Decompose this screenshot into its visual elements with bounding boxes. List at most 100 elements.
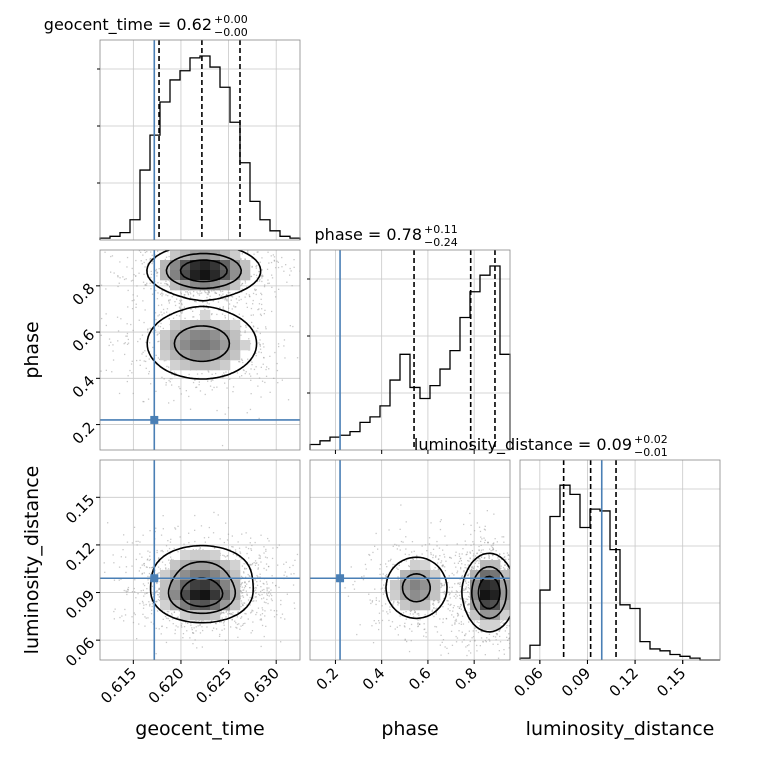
sample-point bbox=[458, 555, 461, 557]
sample-point bbox=[418, 614, 420, 616]
sample-point bbox=[245, 326, 247, 328]
sample-point bbox=[497, 557, 499, 559]
sample-point bbox=[168, 620, 171, 622]
sample-point bbox=[286, 593, 288, 595]
sample-point bbox=[233, 246, 234, 247]
sample-point bbox=[244, 585, 246, 587]
sample-point bbox=[169, 299, 171, 301]
sample-point bbox=[378, 628, 380, 631]
sample-point bbox=[480, 630, 482, 633]
sample-point bbox=[501, 621, 503, 623]
sample-point bbox=[150, 613, 153, 615]
sample-point bbox=[263, 583, 265, 585]
sample-point bbox=[151, 262, 153, 265]
sample-point bbox=[144, 350, 146, 352]
sample-point bbox=[286, 575, 288, 577]
hist-panel-phase: phase = 0.78 +0.11−0.24 bbox=[307, 223, 511, 451]
sample-point bbox=[213, 547, 216, 549]
sample-point bbox=[143, 321, 145, 324]
sample-point bbox=[168, 611, 170, 613]
sample-point bbox=[437, 569, 440, 571]
sample-point bbox=[110, 341, 112, 343]
sample-point bbox=[436, 607, 438, 609]
sample-point bbox=[144, 251, 146, 254]
sample-point bbox=[241, 592, 243, 594]
sample-point bbox=[238, 547, 241, 549]
sample-point bbox=[356, 633, 358, 636]
sample-point bbox=[455, 551, 457, 553]
sample-point bbox=[458, 622, 460, 625]
sample-point bbox=[178, 386, 180, 388]
sample-point bbox=[252, 303, 254, 305]
sample-point bbox=[227, 296, 229, 298]
sample-point bbox=[191, 244, 192, 245]
sample-point bbox=[164, 564, 166, 566]
density-cell bbox=[180, 340, 191, 351]
sample-point bbox=[244, 582, 246, 584]
sample-point bbox=[359, 624, 361, 626]
sample-point bbox=[175, 223, 176, 224]
sample-point bbox=[158, 596, 160, 598]
sample-point bbox=[447, 652, 450, 655]
sample-point bbox=[513, 586, 514, 587]
sample-point bbox=[250, 632, 252, 634]
sample-point bbox=[142, 300, 144, 302]
sample-point bbox=[177, 525, 179, 527]
sample-point bbox=[149, 576, 151, 578]
sample-point bbox=[262, 363, 264, 365]
sample-point bbox=[468, 614, 470, 616]
sample-point bbox=[191, 247, 192, 248]
panel-frame bbox=[99, 459, 301, 661]
sample-point bbox=[479, 645, 481, 647]
sample-point bbox=[445, 560, 447, 562]
sample-point bbox=[460, 560, 462, 562]
density-cell bbox=[180, 590, 191, 601]
sample-point bbox=[260, 645, 262, 648]
sample-point bbox=[249, 575, 251, 577]
sample-point bbox=[197, 625, 199, 627]
sample-point bbox=[462, 623, 465, 625]
sample-point bbox=[503, 556, 505, 559]
sample-point bbox=[257, 251, 259, 253]
sample-point bbox=[441, 641, 443, 643]
sample-point bbox=[227, 292, 229, 294]
sample-point bbox=[94, 363, 95, 364]
sample-point bbox=[150, 251, 152, 253]
sample-point bbox=[170, 370, 172, 372]
sample-point bbox=[406, 640, 408, 643]
sample-point bbox=[393, 600, 395, 603]
sample-point bbox=[516, 613, 517, 614]
sample-point bbox=[223, 555, 225, 557]
panel-frame bbox=[519, 459, 721, 661]
sample-point bbox=[460, 566, 462, 569]
sample-point bbox=[263, 357, 265, 359]
sample-point bbox=[243, 602, 245, 604]
sample-point bbox=[222, 307, 224, 309]
sample-point bbox=[131, 542, 133, 544]
sample-point bbox=[495, 550, 497, 552]
sample-point bbox=[465, 544, 467, 546]
density-cell bbox=[190, 360, 201, 371]
sample-point bbox=[487, 542, 489, 544]
sample-point bbox=[440, 654, 442, 656]
sample-point bbox=[237, 541, 239, 543]
sample-point bbox=[410, 610, 412, 612]
sample-point bbox=[246, 412, 248, 414]
sample-point bbox=[240, 284, 243, 286]
sample-point bbox=[166, 284, 168, 286]
sample-point bbox=[466, 567, 468, 569]
contour-level-2 bbox=[179, 259, 228, 283]
sample-point bbox=[261, 593, 263, 596]
sample-point bbox=[496, 633, 498, 635]
sample-point bbox=[133, 612, 135, 614]
sample-point bbox=[512, 637, 513, 638]
sample-point bbox=[223, 612, 225, 614]
sample-point bbox=[149, 605, 151, 607]
sample-point bbox=[147, 550, 149, 552]
sample-point bbox=[247, 573, 249, 576]
sample-point bbox=[441, 583, 443, 585]
sample-point bbox=[503, 649, 505, 651]
sample-point bbox=[344, 275, 345, 276]
sample-point bbox=[180, 299, 183, 301]
density-cell bbox=[200, 550, 211, 561]
